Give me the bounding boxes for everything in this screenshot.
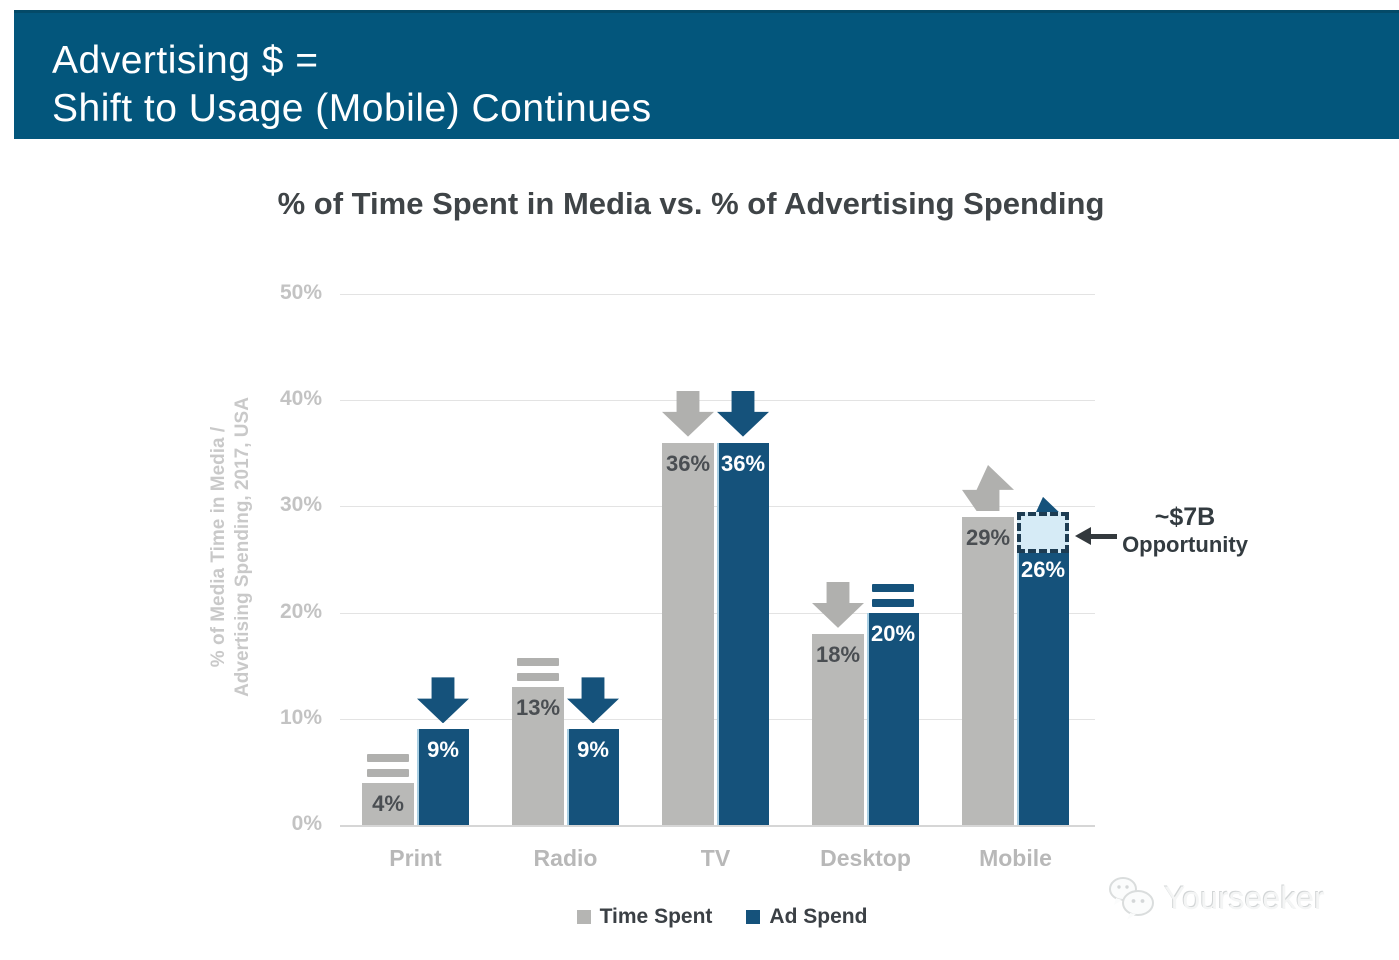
- trend-arrow-up-icon: [962, 465, 1014, 512]
- opportunity-arrow-icon: [1075, 527, 1091, 546]
- trend-arrow-down-icon: [812, 581, 864, 628]
- trend-equal-icon: [367, 768, 409, 777]
- chat-bubbles-icon: [1109, 877, 1154, 920]
- opportunity-label: ~$7B Opportunity: [1115, 502, 1255, 558]
- y-tick-label-50%: 50%: [279, 281, 322, 304]
- opportunity-box: [1017, 511, 1069, 553]
- trend-equal-icon: [517, 657, 559, 666]
- y-tick-label-30%: 30%: [279, 493, 322, 517]
- value-label-desktop-time-spent: 18%: [815, 641, 861, 667]
- x-category-label-mobile: Mobile: [979, 845, 1052, 871]
- trend-arrow-down-icon: [717, 390, 769, 437]
- bar-print-time-spent: [362, 782, 414, 825]
- bar-radio-time-spent: [512, 686, 564, 825]
- watermark-text: Yourseeker: [1164, 879, 1325, 916]
- value-label-print-ad-spend: 9%: [427, 737, 459, 763]
- trend-equal-icon: [367, 753, 409, 762]
- x-category-label-radio: Radio: [533, 845, 598, 871]
- bar-mobile-ad-spend: [1017, 548, 1069, 825]
- trend-equal-icon: [517, 672, 559, 681]
- value-label-radio-time-spent: 13%: [515, 694, 561, 720]
- x-category-label-desktop: Desktop: [820, 845, 911, 871]
- y-axis-title-line-1: % of Media Time in Media /: [208, 426, 229, 668]
- y-axis-title-line-2: Advertising Spending, 2017, USA: [232, 397, 253, 697]
- value-label-tv-time-spent: 36%: [665, 450, 711, 476]
- y-tick-label-40%: 40%: [279, 387, 322, 411]
- bar-mobile-time-spent: [962, 517, 1014, 825]
- opportunity-label-line-2: Opportunity: [1122, 532, 1248, 558]
- bar-desktop-time-spent: [812, 633, 864, 825]
- ad-spend-swatch-icon: [746, 910, 761, 924]
- trend-arrow-down-icon: [567, 677, 619, 724]
- header-title-line-2: Shift to Usage (Mobile) Continues: [52, 87, 652, 130]
- opportunity-arrow-line: [1089, 533, 1117, 539]
- x-axis-line: [340, 825, 1095, 827]
- value-label-mobile-ad-spend: 26%: [1020, 556, 1066, 582]
- gridline-50%: [340, 294, 1095, 295]
- bar-tv-ad-spend: [717, 442, 769, 825]
- y-tick-label-10%: 10%: [279, 705, 322, 729]
- watermark: Yourseeker: [1106, 874, 1325, 922]
- value-label-radio-ad-spend: 9%: [577, 737, 609, 763]
- value-label-tv-ad-spend: 36%: [720, 450, 766, 476]
- opportunity-label-line-1: ~$7B: [1154, 503, 1216, 532]
- y-tick-label-20%: 20%: [279, 599, 322, 623]
- trend-arrow-down-icon: [662, 390, 714, 437]
- value-label-desktop-ad-spend: 20%: [870, 620, 916, 646]
- bar-desktop-ad-spend: [867, 612, 919, 825]
- x-category-label-print: Print: [389, 845, 442, 871]
- value-label-mobile-time-spent: 29%: [965, 525, 1011, 551]
- chart-legend: Time Spent Ad Spend: [322, 905, 1122, 929]
- y-axis-title: % of Media Time in Media / Advertising S…: [207, 387, 257, 707]
- time-spent-swatch-icon: [576, 910, 591, 924]
- gridline-40%: [340, 400, 1095, 402]
- value-label-print-time-spent: 4%: [372, 790, 404, 816]
- y-tick-label-0%: 0%: [291, 812, 322, 835]
- chart-title: % of Time Spent in Media vs. % of Advert…: [277, 186, 1105, 221]
- trend-arrow-down-icon: [417, 677, 469, 724]
- header-title-line-1: Advertising $ =: [52, 39, 319, 82]
- bar-radio-ad-spend: [567, 729, 619, 825]
- trend-equal-icon: [872, 583, 914, 592]
- header-banner: Advertising $ = Shift to Usage (Mobile) …: [14, 10, 1399, 139]
- legend-label-ad-spend: Ad Spend: [769, 905, 868, 928]
- legend-item-time-spent: Time Spent: [576, 905, 713, 929]
- trend-equal-icon: [872, 598, 914, 607]
- x-category-label-tv: TV: [700, 845, 731, 871]
- bar-tv-time-spent: [662, 442, 714, 825]
- bar-print-ad-spend: [417, 729, 469, 825]
- legend-item-ad-spend: Ad Spend: [746, 905, 867, 929]
- legend-label-time-spent: Time Spent: [599, 905, 713, 928]
